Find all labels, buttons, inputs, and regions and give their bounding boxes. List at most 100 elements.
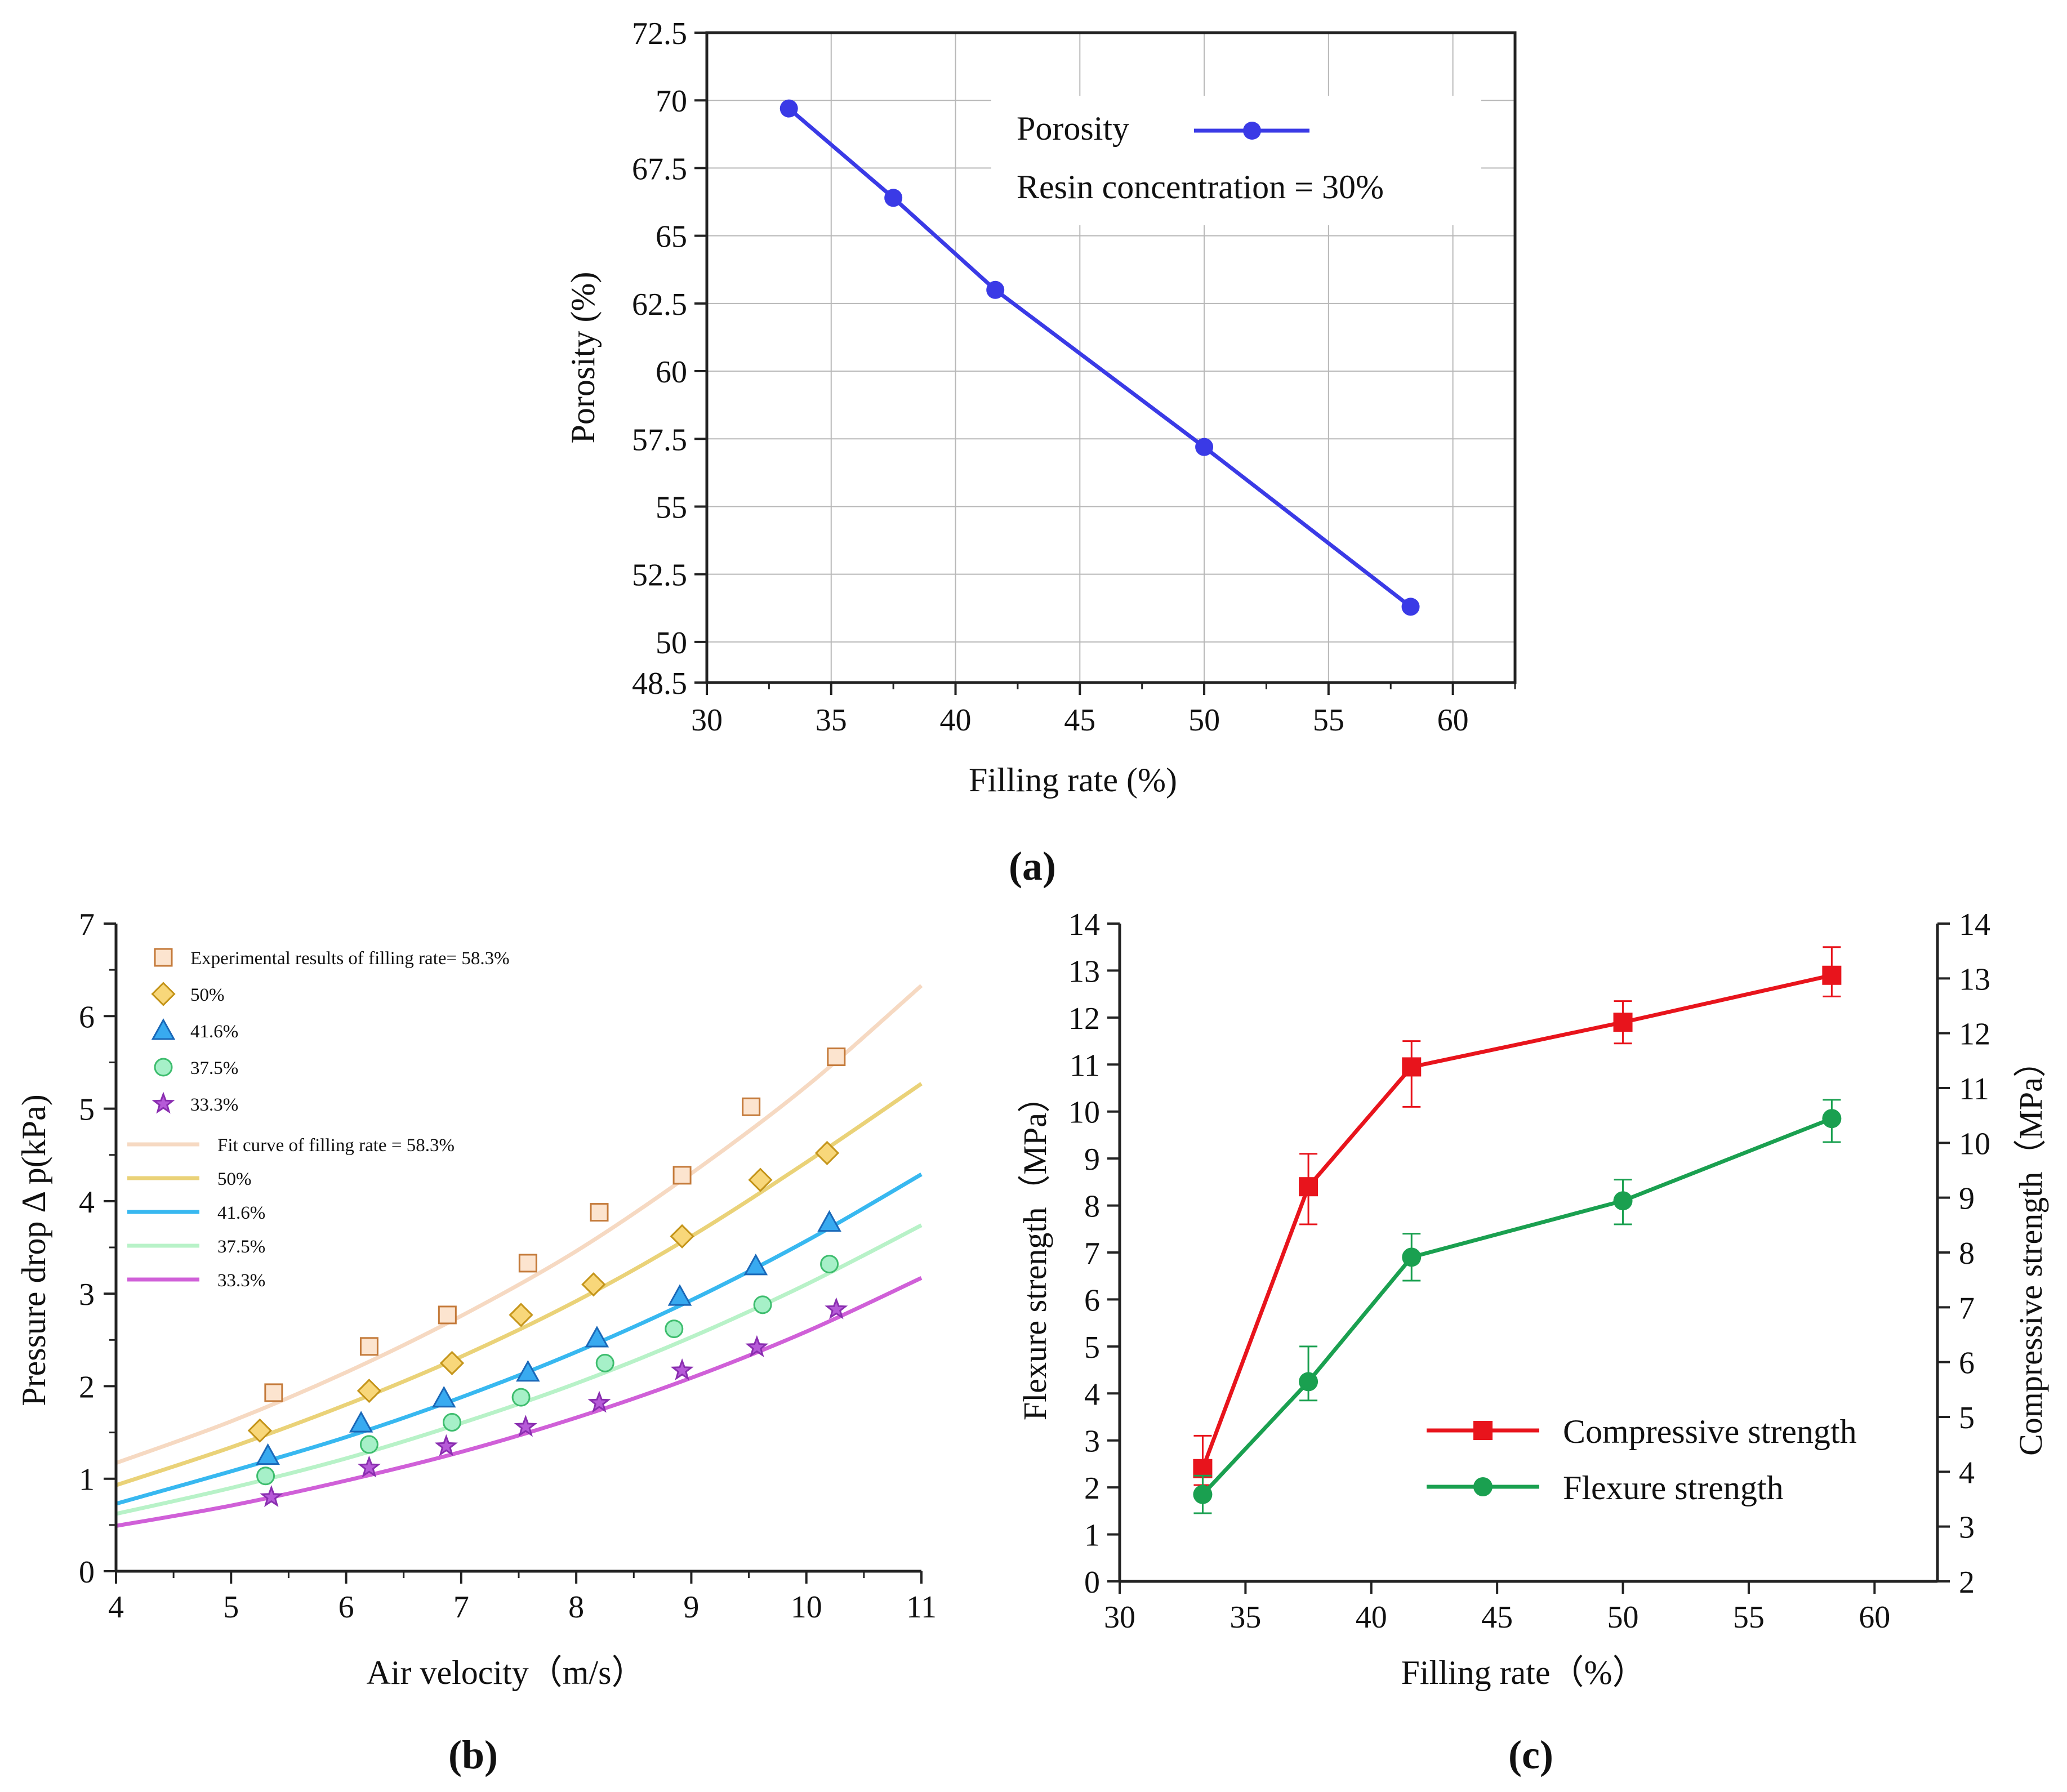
panel-c-point-series-0 <box>1402 1057 1422 1077</box>
panel-b-legend-marker-2 <box>151 1018 176 1040</box>
panel-c-left-y-tick-label: 2 <box>1084 1471 1100 1506</box>
panel-b-legend-label-3: 37.5% <box>190 1058 238 1078</box>
panel-a-legend-background <box>991 96 1481 225</box>
panel-b-point-series-3 <box>820 1255 839 1274</box>
panel-c-right-y-tick-label: 9 <box>1959 1182 1975 1216</box>
panel-c-left-y-tick-label: 10 <box>1068 1095 1100 1130</box>
panel-a-x-tick-label: 30 <box>691 703 723 738</box>
panel-a-x-tick-label: 35 <box>816 703 847 738</box>
panel-c-right-y-tick-label: 7 <box>1959 1291 1975 1326</box>
panel-c-axes: 30 35 40 45 50 55 6001234567891011121314234567… <box>1068 907 1990 1635</box>
panel-c-label: (c) <box>1508 1732 1553 1777</box>
panel-b-point-series-2 <box>349 1411 373 1433</box>
panel-a-x-tick-label: 50 <box>1188 703 1220 738</box>
panel-b-x-tick-label: 4 <box>108 1590 124 1625</box>
panel-a-porosity-point <box>1195 438 1214 456</box>
panel-c-point-series-1 <box>1402 1247 1422 1267</box>
panel-b-point-series-0 <box>827 1047 846 1067</box>
panel-a-x-tick-label: 55 <box>1313 703 1344 738</box>
panel-b-point-series-3 <box>753 1295 772 1314</box>
panel-b-point-series-4 <box>514 1415 537 1437</box>
panel-c-series <box>1193 946 1842 1514</box>
panel-b-point-series-2 <box>431 1385 456 1408</box>
panel-b-legend-marker-0 <box>154 948 173 967</box>
panel-b-point-series-0 <box>742 1097 761 1116</box>
panel-b-fit-curve-0 <box>115 984 923 1465</box>
panel-a-legend-marker-sample <box>1243 122 1261 140</box>
panel-c-x-tick-label: 35 <box>1229 1600 1261 1635</box>
panel-c-left-y-tick-label: 3 <box>1084 1424 1100 1459</box>
panel-b-point-series-3 <box>511 1388 531 1407</box>
panel-c-right-y-tick-label: 12 <box>1959 1017 1990 1052</box>
panel-b-legend-curve-label-4: 33.3% <box>217 1271 265 1291</box>
panel-b-point-series-0 <box>518 1254 537 1273</box>
panel-a-y-tick-label: 50 <box>656 626 687 661</box>
panel-a-y-tick-label: 60 <box>656 355 687 390</box>
panel-b-point-series-1 <box>670 1224 694 1249</box>
panel-b-legend-label-4: 33.3% <box>190 1095 238 1115</box>
panel-b-point-series-3 <box>256 1466 275 1486</box>
panel-b-point-series-2 <box>585 1326 609 1348</box>
panel-c-right-y-tick-label: 14 <box>1959 907 1990 942</box>
panel-a-y-tick-label: 57.5 <box>632 422 687 457</box>
panel-c-right-y-tick-label: 8 <box>1959 1236 1975 1271</box>
panel-a-porosity-chart: Porosity Resin concentration = 30% 30 35 4… <box>564 16 1517 889</box>
panel-b-point-series-1 <box>357 1379 382 1403</box>
panel-a-y-tick-label: 72.5 <box>632 16 687 51</box>
panel-a-series <box>779 99 1420 616</box>
panel-c-left-y-tick-label: 14 <box>1068 907 1100 942</box>
panel-b-legend-marker-4 <box>152 1091 175 1114</box>
panel-c-point-series-1 <box>1613 1191 1633 1211</box>
panel-c-right-y-tick-label: 5 <box>1959 1401 1975 1436</box>
panel-c-right-y-tick-label: 2 <box>1959 1565 1975 1600</box>
panel-a-plot-frame <box>705 31 1517 684</box>
panel-b-pressure-drop-chart: 4 5 6 7 8 9 10 11 0 1 2 3 4 5 6 7 Experimental results … <box>15 907 937 1777</box>
panel-b-point-series-2 <box>667 1284 692 1306</box>
panel-c-left-y-tick-label: 9 <box>1084 1142 1100 1177</box>
panel-b-fit-curve-4 <box>115 1276 923 1528</box>
panel-b-x-axis-title: Air velocity（m/s） <box>367 1654 645 1691</box>
panel-a-legend: Porosity Resin concentration = 30% <box>991 96 1481 225</box>
panel-b-point-series-4 <box>434 1434 458 1456</box>
panel-c-left-y-tick-label: 8 <box>1084 1189 1100 1224</box>
panel-b-legend-curve-label-0: Fit curve of filling rate = 58.3% <box>217 1135 455 1156</box>
panel-b-x-tick-label: 9 <box>683 1590 699 1625</box>
panel-b-point-series-1 <box>439 1350 465 1375</box>
panel-b-fit-curve-1 <box>115 1082 923 1487</box>
panel-b-y-tick-label: 4 <box>79 1185 95 1220</box>
panel-c-legend-marker-1 <box>1473 1477 1493 1496</box>
panel-b-axes: 4 5 6 7 8 9 10 11 0 1 2 3 4 5 6 7 <box>79 907 937 1625</box>
panel-a-y-tick-label: 55 <box>656 490 687 525</box>
panel-b-x-tick-label: 7 <box>453 1590 469 1625</box>
panel-c-legend-label-0: Compressive strength <box>1563 1413 1857 1450</box>
panel-c-x-tick-label: 60 <box>1859 1600 1890 1635</box>
panel-b-legend-label-1: 50% <box>190 985 225 1005</box>
panel-b-legend-curve-label-2: 41.6% <box>217 1203 265 1223</box>
panel-c-y-axis-title-left: Flexure strength（MPa） <box>1017 1080 1053 1420</box>
panel-b-y-tick-label: 7 <box>79 907 95 942</box>
panel-c-left-y-tick-label: 12 <box>1068 1001 1100 1036</box>
panel-b-point-series-4 <box>745 1335 769 1357</box>
panel-b-point-series-4 <box>260 1485 283 1507</box>
panel-b-point-series-1 <box>814 1140 840 1166</box>
panel-c-point-series-1 <box>1822 1109 1842 1129</box>
panel-c-point-series-0 <box>1822 965 1842 985</box>
panel-c-point-series-0 <box>1299 1177 1318 1197</box>
panel-a-y-tick-label: 70 <box>656 84 687 119</box>
panel-b-x-tick-label: 10 <box>791 1590 822 1625</box>
panel-a-porosity-point <box>884 189 903 207</box>
panel-c-point-series-1 <box>1299 1372 1318 1392</box>
panel-b-label: (b) <box>448 1732 498 1777</box>
panel-b-point-series-1 <box>748 1167 773 1192</box>
panel-b-legend-label-2: 41.6% <box>190 1022 238 1042</box>
panel-a-porosity-point <box>779 99 798 118</box>
panel-b-legend-curve-label-1: 50% <box>217 1169 252 1189</box>
panel-c-left-y-tick-label: 13 <box>1068 954 1100 989</box>
panel-a-y-tick-label: 62.5 <box>632 287 687 322</box>
panel-b-point-series-0 <box>264 1383 283 1402</box>
panel-b-point-series-4 <box>825 1297 848 1320</box>
panel-b-fit-curve-2 <box>115 1173 923 1506</box>
panel-b-point-series-2 <box>817 1210 841 1232</box>
panel-a-x-tick-label: 45 <box>1064 703 1095 738</box>
panel-c-legend-label-1: Flexure strength <box>1563 1469 1784 1506</box>
